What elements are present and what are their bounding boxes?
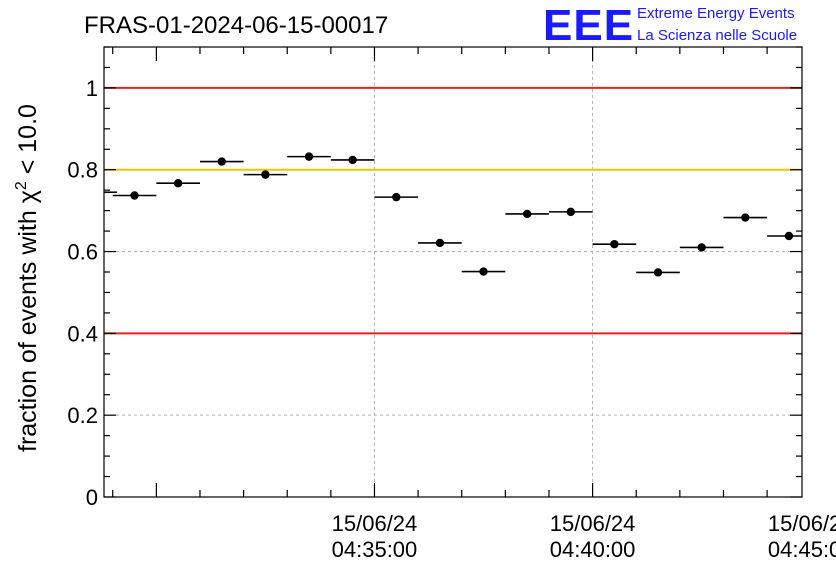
reference-lines	[104, 86, 802, 335]
logo-line-2: La Scienza nelle Scuole	[637, 27, 797, 44]
y-tick-label: 0.8	[67, 158, 98, 183]
axes: 00.20.40.60.8115/06/2404:35:0015/06/2404…	[67, 46, 836, 562]
data-point	[479, 267, 488, 276]
data-series	[104, 152, 802, 277]
x-tick-date-label: 15/06/24	[332, 511, 418, 536]
plot-frame	[103, 46, 803, 498]
eee-logo: EEE Extreme Energy Events La Scienza nel…	[543, 1, 797, 50]
data-point	[697, 243, 706, 252]
data-point	[522, 209, 532, 219]
y-axis-title-suffix: < 10.0	[14, 104, 42, 181]
y-tick-label: 0.4	[67, 321, 98, 346]
y-tick-label: 0	[86, 485, 98, 510]
x-tick-time-label: 04:40:00	[550, 537, 636, 562]
y-tick-label: 0.6	[67, 240, 98, 265]
data-point	[304, 152, 314, 161]
data-point	[741, 213, 750, 222]
y-tick-label: 0.2	[67, 403, 98, 428]
data-point	[610, 239, 619, 249]
y-tick-label: 1	[86, 76, 98, 101]
data-point	[217, 157, 226, 166]
x-tick-date-label: 15/06/24	[768, 511, 836, 536]
logo-text: EEE	[543, 1, 634, 50]
data-point	[348, 155, 357, 165]
chart-title: FRAS-01-2024-06-15-00017	[84, 12, 388, 39]
data-point	[173, 179, 183, 188]
y-axis-title-prefix: fraction of events with	[14, 203, 42, 452]
data-point	[130, 191, 139, 200]
data-point	[566, 207, 575, 217]
data-point	[435, 238, 445, 248]
y-axis-title-superscript: 2	[13, 181, 30, 190]
data-point	[653, 268, 663, 277]
y-axis-title-chi: χ	[14, 190, 42, 203]
x-tick-time-label: 04:35:00	[332, 537, 418, 562]
y-axis-title: fraction of events with χ2 < 10.0	[13, 104, 42, 452]
x-tick-date-label: 15/06/24	[550, 511, 636, 536]
x-tick-time-label: 04:45:00	[768, 537, 836, 562]
data-point	[392, 192, 401, 202]
data-point	[784, 231, 794, 241]
data-point	[261, 170, 270, 179]
logo-line-1: Extreme Energy Events	[637, 5, 795, 22]
grid	[104, 47, 802, 497]
